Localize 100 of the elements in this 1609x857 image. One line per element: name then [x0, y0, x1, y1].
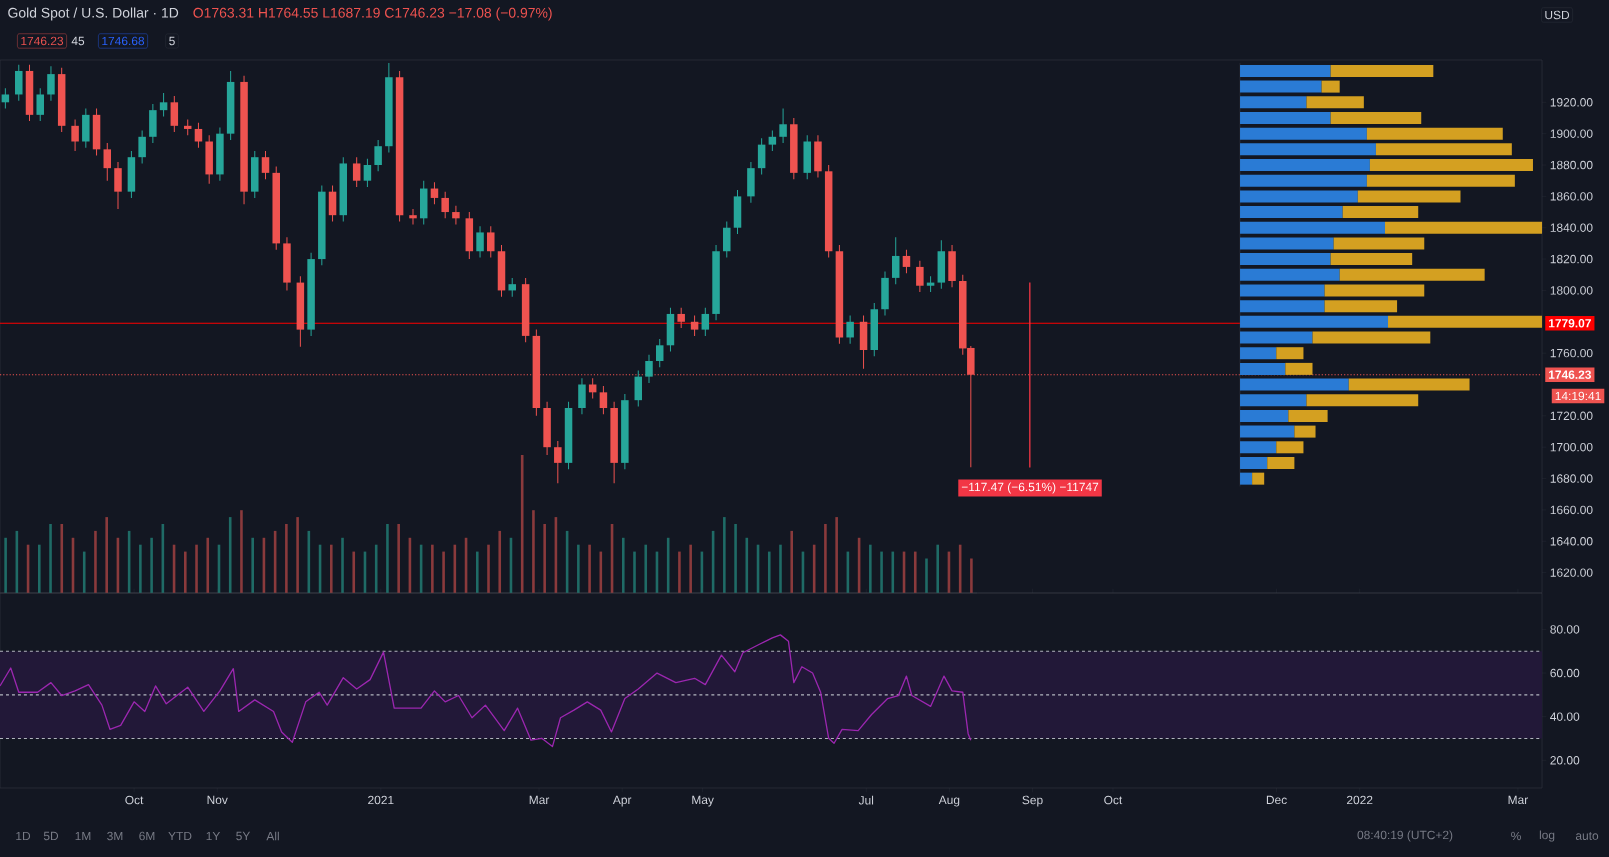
bar: [644, 544, 648, 593]
y-tick-label: 1680.00: [1550, 474, 1593, 483]
y-tick-label: 1820.00: [1550, 254, 1593, 264]
bar: [38, 544, 41, 593]
text: 5D: [43, 831, 59, 841]
bar: [240, 510, 243, 593]
bar: [374, 544, 378, 593]
y-tick-label: 20.00: [1550, 756, 1580, 765]
y-tick-label: 1660.00: [1550, 505, 1593, 515]
candlestick: [634, 369, 643, 407]
candlestick: [768, 130, 777, 152]
bar: [913, 551, 917, 593]
bar: [678, 551, 681, 593]
bar: [1276, 441, 1304, 454]
text: All: [266, 831, 279, 841]
bar: [1240, 378, 1349, 391]
text: 1746.68: [102, 36, 145, 46]
candlestick: [916, 260, 924, 293]
candlestick: [103, 142, 112, 182]
bar: [1330, 253, 1413, 266]
line-series: [0, 634, 972, 748]
bar: [352, 551, 356, 593]
bar: [1240, 143, 1376, 156]
candlestick: [645, 354, 653, 384]
y-tick-label: 1900.00: [1550, 129, 1593, 138]
candlestick: [374, 139, 382, 172]
bar: [1348, 378, 1470, 391]
candlestick: [902, 249, 911, 274]
candlestick: [170, 95, 179, 133]
text: USD: [1545, 10, 1570, 20]
x-tick-label: Aug: [938, 795, 960, 807]
bar: [296, 517, 299, 593]
text: 1746.23: [21, 36, 64, 46]
candlestick: [328, 184, 337, 222]
bar: [341, 537, 344, 593]
candlestick: [690, 315, 699, 337]
bar: [723, 517, 726, 593]
bar: [1342, 206, 1419, 219]
bar: [1369, 159, 1533, 172]
annotation: −117.47 (−6.51%) −11747: [961, 482, 1099, 494]
bar: [880, 551, 883, 593]
bar: [1240, 284, 1325, 297]
bar: [228, 517, 232, 593]
candlestick: [159, 92, 168, 117]
candlestick: [138, 130, 146, 164]
bar: [767, 551, 771, 593]
candlestick: [441, 191, 449, 219]
y-tick-label: 1860.00: [1550, 192, 1593, 201]
bar: [633, 551, 636, 593]
candlestick: [476, 225, 484, 259]
bar: [4, 537, 7, 593]
text: %: [1511, 831, 1521, 841]
candlestick: [1, 87, 10, 110]
bar: [285, 523, 288, 593]
bar: [779, 544, 782, 593]
candlestick: [779, 108, 787, 144]
bar: [1306, 96, 1364, 109]
x-tick-label: Apr: [612, 795, 632, 807]
y-tick-label: 60.00: [1550, 668, 1580, 678]
bar: [824, 523, 827, 593]
bar: [105, 517, 108, 593]
x-tick-label: Dec: [1266, 795, 1287, 805]
bar: [49, 523, 52, 593]
bar: [1333, 237, 1425, 250]
text: auto: [1575, 832, 1599, 840]
y-tick-label: 1760.00: [1550, 348, 1593, 358]
x-tick-label: Mar: [529, 795, 550, 805]
candlestick: [71, 119, 79, 152]
bar: [150, 537, 153, 593]
bar: [1240, 253, 1331, 266]
bar: [1240, 80, 1322, 93]
bar: [925, 558, 928, 593]
text: 5Y: [236, 831, 251, 841]
bar: [431, 544, 434, 593]
bar: [1240, 331, 1313, 344]
bar: [1240, 394, 1307, 407]
y-tick-label: 40.00: [1550, 712, 1580, 721]
y-tick-label: 1800.00: [1550, 286, 1593, 295]
candlestick: [36, 87, 44, 122]
bar: [532, 510, 535, 593]
y-tick-label: 1920.00: [1550, 98, 1593, 107]
y-tick-label: 1880.00: [1550, 160, 1593, 170]
bar: [206, 537, 210, 593]
bar: [588, 544, 591, 593]
x-tick-label: May: [692, 795, 714, 807]
bar: [60, 523, 64, 593]
candlestick: [508, 277, 516, 298]
text: 45: [71, 36, 85, 46]
y-tick-label: 1720.00: [1550, 411, 1593, 421]
candlestick: [47, 65, 55, 102]
bar: [1240, 64, 1331, 77]
bar: [1306, 394, 1419, 407]
bar: [386, 523, 389, 593]
bar: [835, 517, 838, 593]
text: YTD: [168, 831, 192, 841]
bar: [1240, 159, 1370, 172]
bar: [251, 537, 254, 593]
text: 3M: [107, 831, 123, 841]
bar: [1288, 409, 1328, 422]
bar: [1240, 472, 1253, 485]
